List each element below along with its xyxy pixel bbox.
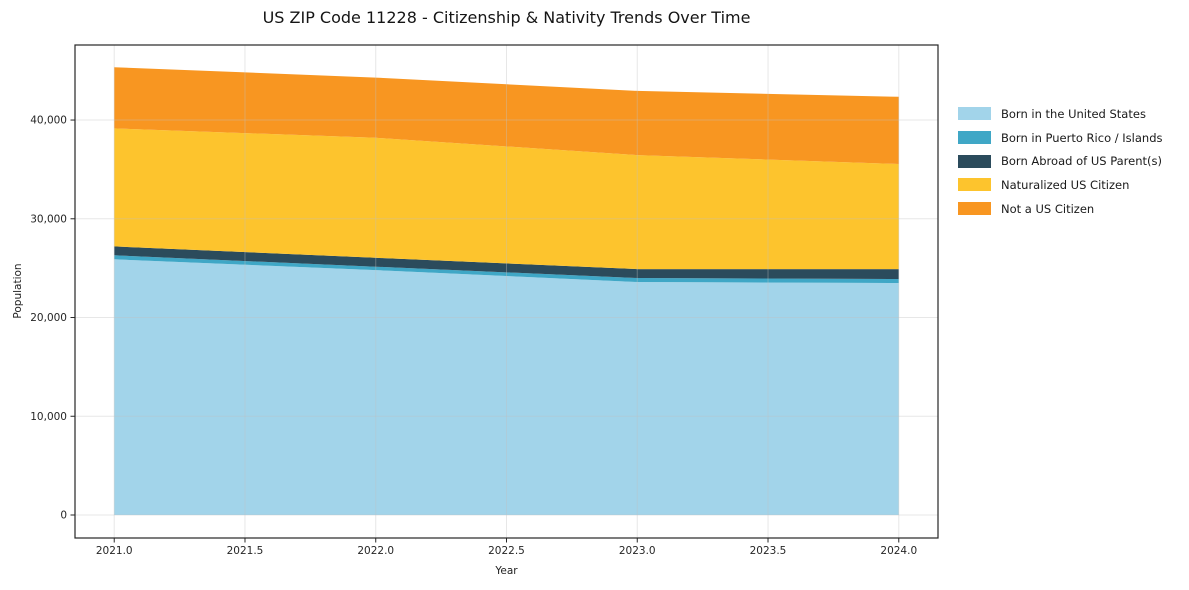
chart-title: US ZIP Code 11228 - Citizenship & Nativi… — [262, 8, 751, 27]
legend-label: Born in Puerto Rico / Islands — [1001, 130, 1163, 145]
legend-item: Born in Puerto Rico / Islands — [958, 126, 1163, 150]
legend-item: Born in the United States — [958, 102, 1163, 126]
legend-swatch-icon — [958, 178, 991, 192]
y-tick-label: 10,000 — [30, 411, 67, 423]
area-series-2 — [114, 246, 899, 279]
x-tick-label: 2022.5 — [488, 545, 525, 557]
legend-swatch-icon — [958, 154, 991, 168]
legend: Born in the United States Born in Puerto … — [958, 102, 1163, 220]
legend-label: Naturalized US Citizen — [1001, 177, 1130, 192]
legend-label: Not a US Citizen — [1001, 201, 1095, 216]
area-series-0 — [114, 259, 899, 515]
x-tick-label: 2021.5 — [227, 545, 264, 557]
x-tick-label: 2023.0 — [619, 545, 656, 557]
y-tick-label: 20,000 — [30, 312, 67, 324]
x-tick-label: 2021.0 — [96, 545, 133, 557]
legend-swatch-icon — [958, 131, 991, 145]
legend-swatch-icon — [958, 202, 991, 216]
legend-item: Not a US Citizen — [958, 197, 1163, 221]
legend-label: Born Abroad of US Parent(s) — [1001, 154, 1162, 169]
x-axis-label: Year — [495, 565, 518, 577]
y-axis-label: Population — [12, 263, 24, 319]
y-tick-label: 0 — [60, 510, 67, 522]
y-tick-label: 40,000 — [30, 115, 67, 127]
legend-item: Naturalized US Citizen — [958, 173, 1163, 197]
area-series-3 — [114, 128, 899, 270]
legend-swatch-icon — [958, 107, 991, 121]
x-tick-label: 2023.5 — [750, 545, 787, 557]
area-series-4 — [114, 67, 899, 164]
legend-item: Born Abroad of US Parent(s) — [958, 149, 1163, 173]
y-tick-label: 30,000 — [30, 213, 67, 225]
x-tick-label: 2022.0 — [357, 545, 394, 557]
x-tick-label: 2024.0 — [880, 545, 917, 557]
area-series-1 — [114, 255, 899, 283]
legend-label: Born in the United States — [1001, 106, 1146, 121]
